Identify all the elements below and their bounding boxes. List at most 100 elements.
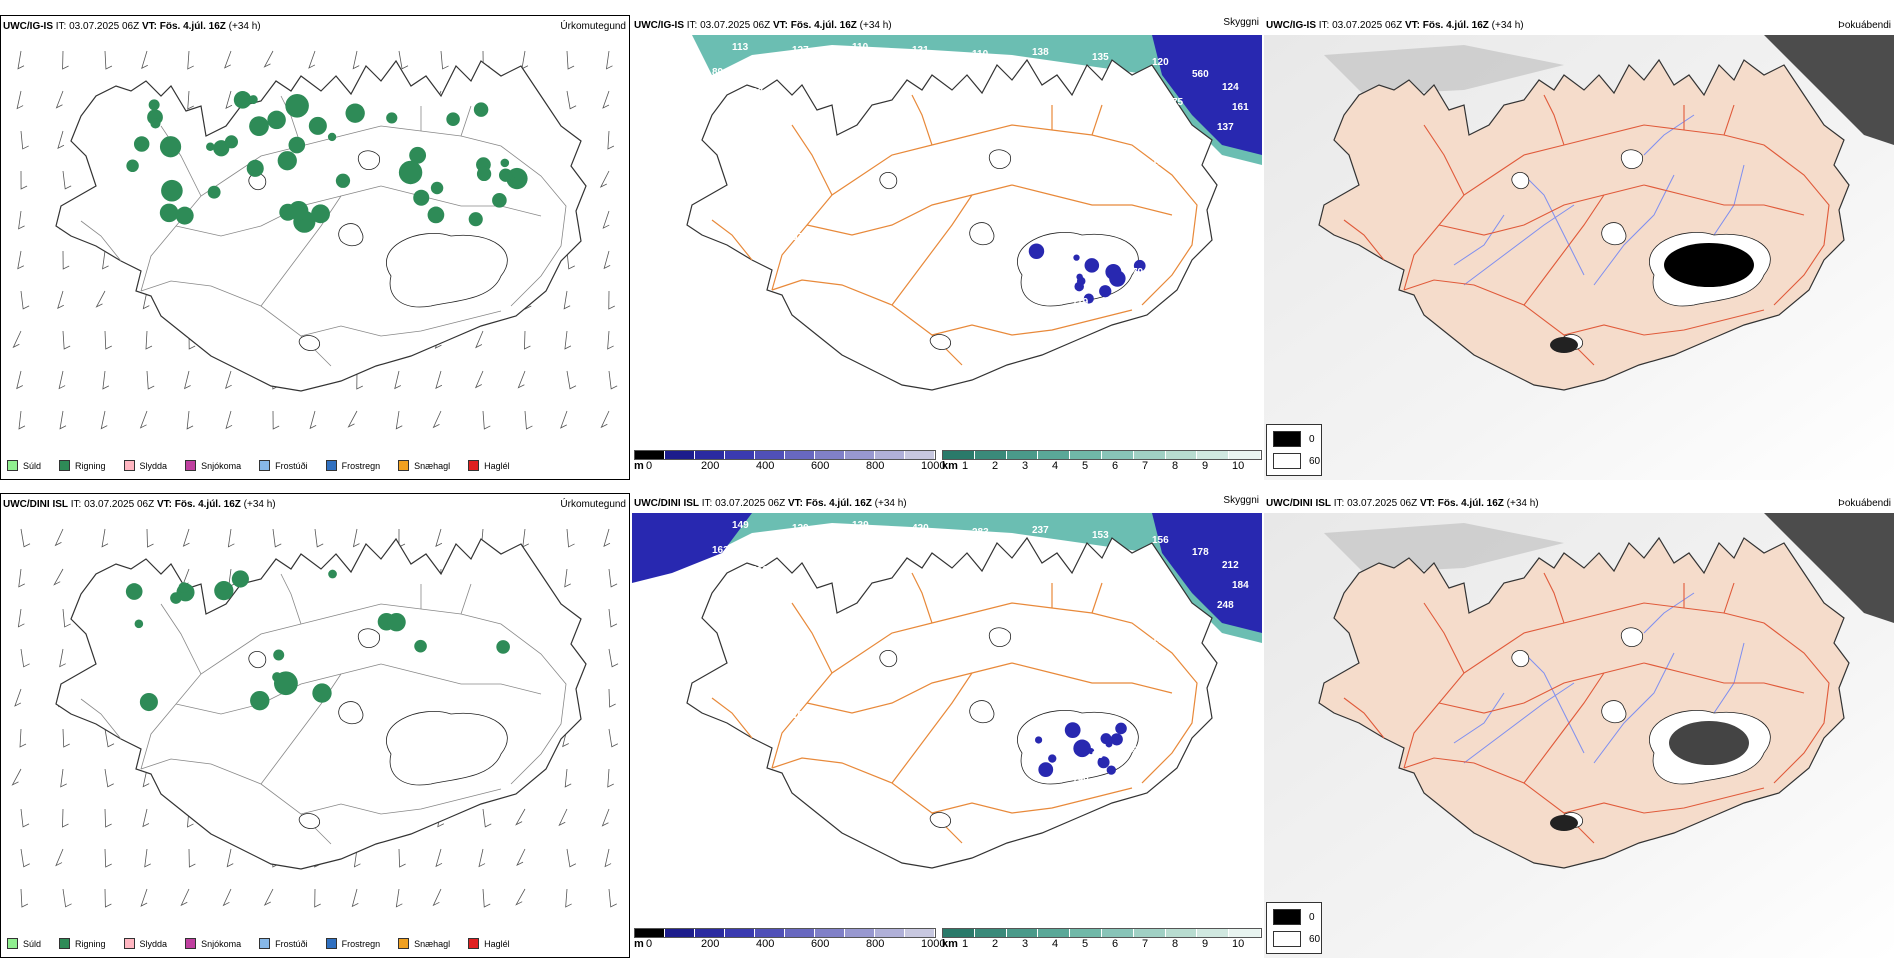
panel-header: UWC/IG-IS IT: 03.07.2025 06Z VT: Fös. 4.… bbox=[634, 20, 892, 31]
wind-barb bbox=[608, 568, 618, 588]
tick-label: 8 bbox=[1172, 460, 1179, 472]
road-network bbox=[711, 572, 1198, 844]
road-network bbox=[1343, 94, 1830, 366]
parameter-title: Skyggni bbox=[1223, 17, 1259, 28]
visibility-value: 129 bbox=[792, 523, 809, 534]
wind-barb bbox=[565, 888, 572, 908]
rain-cell bbox=[248, 95, 258, 105]
fog-cell bbox=[1097, 756, 1110, 769]
wind-barb bbox=[608, 608, 618, 628]
fog-cell bbox=[1083, 293, 1094, 304]
road-segment bbox=[1091, 582, 1103, 614]
low-visibility-areas bbox=[1028, 243, 1146, 304]
legend-swatch bbox=[1273, 453, 1301, 469]
precip-legend: Súld Rigning Slydda Snjókoma Frostúði Frostre… bbox=[7, 938, 510, 949]
wind-barb bbox=[104, 768, 114, 788]
legend-label: Rigning bbox=[75, 460, 106, 471]
tick-label: 9 bbox=[1202, 938, 1209, 950]
legend-item: Slydda bbox=[123, 938, 167, 949]
legend-swatch bbox=[1273, 431, 1301, 447]
visibility-map: 113 127 110 131 110 138 135 120 560 124 161 137 144 1… bbox=[686, 35, 1262, 391]
road-segment bbox=[1643, 662, 1805, 694]
road-segment bbox=[911, 94, 933, 146]
road-segment bbox=[931, 124, 1198, 306]
river bbox=[1593, 174, 1675, 286]
fog-cell bbox=[1099, 285, 1112, 298]
fog-cell bbox=[1133, 259, 1146, 272]
legend-label: Frostregn bbox=[341, 460, 381, 471]
legend-item: Haglél bbox=[468, 460, 510, 471]
fog-cell bbox=[1106, 765, 1116, 775]
visibility-value: 137 bbox=[1217, 122, 1234, 133]
tick-label: 8 bbox=[1172, 938, 1179, 950]
rain-cell bbox=[398, 160, 423, 185]
wind-barb bbox=[146, 528, 154, 548]
legend-low: 0 bbox=[1309, 433, 1315, 445]
wind-barb bbox=[564, 768, 572, 788]
legend-label: Snjókoma bbox=[201, 460, 242, 471]
wind-barb bbox=[188, 848, 196, 868]
wind-barb bbox=[440, 50, 449, 70]
wind-barb bbox=[522, 528, 529, 548]
wind-barb bbox=[603, 528, 611, 548]
river bbox=[1463, 682, 1575, 764]
wind-barb bbox=[18, 210, 25, 230]
wind-barb bbox=[272, 528, 282, 548]
colorbar-bin bbox=[845, 929, 875, 937]
visibility-value: 89 bbox=[712, 67, 724, 78]
legend-item: Snjókoma bbox=[185, 938, 241, 949]
wind-barb bbox=[558, 808, 568, 827]
road-segment bbox=[1011, 184, 1173, 216]
wind-barb bbox=[566, 50, 575, 70]
wind-barb bbox=[16, 370, 23, 390]
fog-cell bbox=[1048, 754, 1057, 763]
wind-barb bbox=[474, 370, 484, 389]
wind-barb bbox=[515, 888, 526, 906]
rain-cell bbox=[386, 112, 398, 124]
wind-barb bbox=[395, 410, 403, 430]
road-segment bbox=[380, 185, 542, 217]
glacier bbox=[929, 334, 952, 350]
glacier bbox=[386, 233, 508, 308]
tick-label: 400 bbox=[756, 460, 775, 472]
colorbar-bin bbox=[875, 929, 905, 937]
tick-label: 1000 bbox=[921, 938, 946, 950]
fog-legend: 0 60 bbox=[1266, 424, 1322, 476]
rain-cell bbox=[126, 159, 139, 173]
rain-cell bbox=[288, 136, 306, 154]
visibility-value: 90 bbox=[752, 87, 764, 98]
legend-label: Snjókoma bbox=[201, 938, 242, 949]
wind-barb bbox=[604, 848, 612, 868]
dense-fog-sea bbox=[632, 513, 752, 583]
wind-barb bbox=[54, 528, 64, 547]
legend-item: Slydda bbox=[123, 460, 167, 471]
road-segment bbox=[1543, 94, 1565, 146]
rain-cell bbox=[213, 140, 230, 157]
wind-barb bbox=[187, 50, 194, 70]
panel-header: UWC/DINI ISL IT: 03.07.2025 06Z VT: Fös.… bbox=[1266, 498, 1539, 509]
panel-header: UWC/DINI ISL IT: 03.07.2025 06Z VT: Fös.… bbox=[634, 498, 907, 509]
legend-item: Rigning bbox=[59, 938, 106, 949]
wind-barb bbox=[20, 808, 30, 828]
road-segment bbox=[791, 602, 833, 674]
wind-barb bbox=[146, 370, 155, 390]
colorbar-bin bbox=[1101, 929, 1134, 937]
tick-label: 2 bbox=[992, 460, 999, 472]
wind-barb bbox=[608, 648, 619, 668]
wind-barb bbox=[17, 250, 24, 270]
rain-cell bbox=[206, 142, 215, 151]
legend-label: Haglél bbox=[484, 938, 510, 949]
visibility-value: 46 bbox=[832, 87, 844, 98]
visibility-value: 237 bbox=[1032, 525, 1049, 536]
road-segment bbox=[1011, 662, 1173, 694]
wind-barb bbox=[20, 130, 29, 150]
rain-cell bbox=[134, 619, 144, 629]
road-segment bbox=[891, 672, 973, 784]
tick-label: 5 bbox=[1082, 938, 1089, 950]
wind-barb bbox=[566, 90, 577, 110]
road-segment bbox=[260, 673, 342, 785]
visibility-value: 178 bbox=[1192, 547, 1209, 558]
wind-barb bbox=[104, 330, 112, 350]
rain-cell bbox=[308, 116, 327, 135]
visibility-value: 173 bbox=[1152, 635, 1169, 646]
